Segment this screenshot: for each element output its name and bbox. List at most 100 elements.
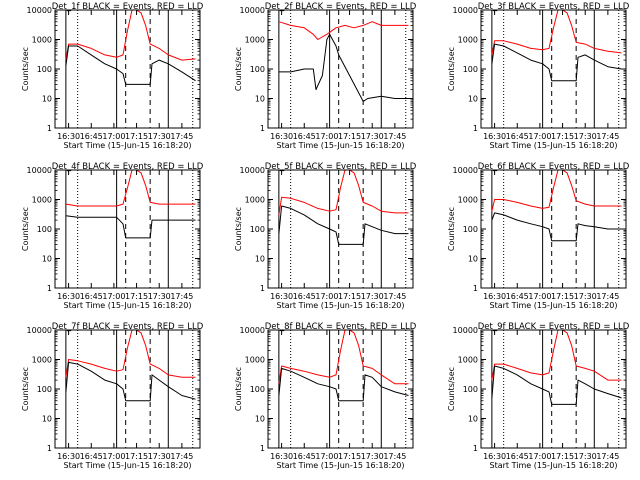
y-tick-label: 1 [473,124,478,133]
y-tick-label: 100 [250,65,265,74]
series-line-events [65,361,196,402]
chart-title: Det_3f BLACK = Events, RED = LLD [478,2,630,12]
x-tick-label: 16:45 [293,292,316,301]
x-tick-label: 17:30 [148,132,171,141]
x-tick-label: 17:45 [170,292,193,301]
x-tick-label: 16:30 [57,132,80,141]
y-tick-label: 1000 [458,356,478,365]
y-axis-label: Counts/sec [234,47,243,91]
y-tick-label: 100 [463,65,478,74]
series-line-lld [278,21,409,40]
chart-title: Det_6f BLACK = Events, RED = LLD [478,162,630,172]
panel-8: 1 10 100 1000 10000 16:30 16:45 17:00 17:15 17:30… [234,322,417,470]
marker-lines [278,10,407,128]
x-tick-label: 16:30 [270,132,293,141]
series-line-lld [491,10,622,55]
panel-1: 1 10 100 1000 10000 16:30 16:45 17:00 17:15 17:30… [21,2,204,150]
x-tick-label: 17:30 [574,132,597,141]
x-axis-label: Start Time (15-Jun-15 16:18:20) [277,461,405,470]
y-tick-label: 10000 [27,6,52,15]
chart-title: Det_2f BLACK = Events, RED = LLD [265,2,417,12]
x-tick-label: 17:30 [148,292,171,301]
series-group [491,170,622,242]
x-axis-label: Start Time (15-Jun-15 16:18:20) [490,301,618,310]
y-axis-label: Counts/sec [234,207,243,251]
x-axis-label: Start Time (15-Jun-15 16:18:20) [490,461,618,470]
x-tick-label: 17:15 [551,452,574,461]
y-tick-label: 1 [47,124,52,133]
x-tick-label: 17:15 [125,452,148,461]
marker-lines [491,170,620,288]
x-tick-label: 17:00 [102,132,125,141]
series-line-lld [278,170,409,215]
y-tick-label: 10000 [240,166,265,175]
plot-frame [267,9,414,129]
y-axis-label: Counts/sec [21,367,30,411]
marker-lines [65,10,194,128]
x-tick-label: 17:45 [170,452,193,461]
panel-4: 1 10 100 1000 10000 16:30 16:45 17:00 17:15 17:30… [21,162,204,310]
series-group [491,330,622,405]
y-tick-label: 100 [463,385,478,394]
series-line-lld [65,170,196,207]
panel-2: 1 10 100 1000 10000 16:30 16:45 17:00 17:15 17:30… [234,2,417,150]
x-tick-label: 17:45 [596,292,619,301]
x-tick-label: 17:45 [383,132,406,141]
y-tick-label: 10 [42,95,52,104]
chart-title: Det_9f BLACK = Events, RED = LLD [478,322,630,332]
x-tick-label: 16:45 [80,292,103,301]
panel-7: 1 10 100 1000 10000 16:30 16:45 17:00 17:15 17:30… [21,322,204,470]
series-line-lld [278,330,409,385]
x-axis-label: Start Time (15-Jun-15 16:18:20) [64,461,192,470]
y-tick-label: 1000 [245,356,265,365]
y-tick-label: 10 [255,255,265,264]
y-tick-label: 10 [42,255,52,264]
marker-lines [491,330,620,448]
y-tick-label: 1 [260,124,265,133]
plot-frame [267,329,414,449]
x-tick-label: 17:15 [551,132,574,141]
x-tick-label: 17:30 [574,292,597,301]
y-tick-label: 10 [468,95,478,104]
series-line-events [65,215,196,239]
series-group [278,21,409,102]
x-tick-label: 16:30 [483,132,506,141]
y-tick-label: 1 [473,444,478,453]
series-line-events [278,33,409,102]
y-tick-label: 1000 [458,196,478,205]
marker-lines [65,330,194,448]
y-tick-label: 10 [255,415,265,424]
x-tick-label: 16:45 [506,132,529,141]
chart-title: Det_8f BLACK = Events, RED = LLD [265,322,417,332]
y-tick-label: 1 [260,284,265,293]
series-line-events [491,212,622,242]
x-axis-label: Start Time (15-Jun-15 16:18:20) [64,301,192,310]
x-tick-label: 17:30 [361,292,384,301]
x-tick-label: 16:45 [506,452,529,461]
y-tick-label: 100 [37,385,52,394]
x-tick-label: 17:45 [596,452,619,461]
x-tick-label: 16:45 [80,132,103,141]
marker-lines [278,170,407,288]
y-tick-label: 10 [42,415,52,424]
y-tick-label: 100 [37,225,52,234]
series-group [278,170,409,245]
series-line-lld [491,330,622,381]
chart-title: Det_5f BLACK = Events, RED = LLD [265,162,417,172]
y-axis-label: Counts/sec [234,367,243,411]
series-group [65,170,196,239]
x-tick-label: 17:00 [528,452,551,461]
series-line-lld [491,170,622,212]
series-line-events [491,365,622,405]
series-line-events [278,367,409,402]
y-tick-label: 1000 [32,356,52,365]
marker-lines [278,330,407,448]
x-tick-label: 17:15 [125,292,148,301]
chart-title: Det_4f BLACK = Events, RED = LLD [52,162,204,172]
chart-title: Det_1f BLACK = Events, RED = LLD [52,2,204,12]
x-tick-label: 16:45 [80,452,103,461]
x-tick-label: 17:45 [383,452,406,461]
plot-frame [54,9,201,129]
